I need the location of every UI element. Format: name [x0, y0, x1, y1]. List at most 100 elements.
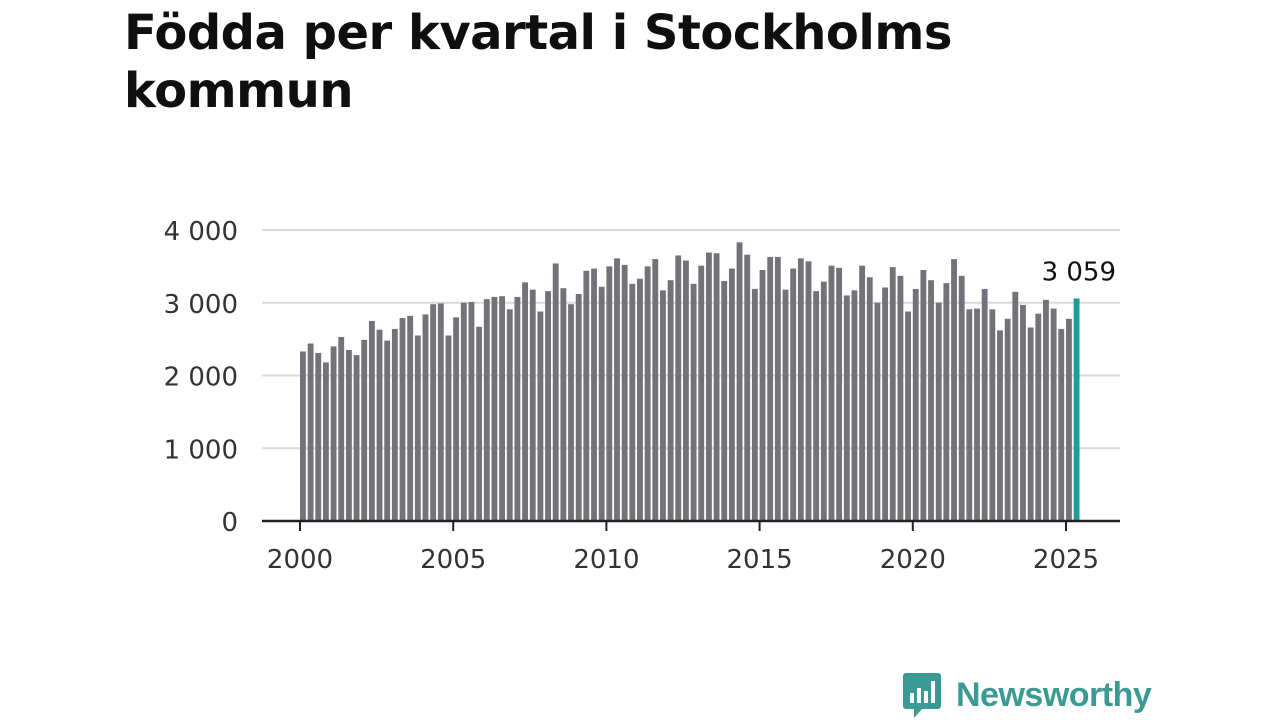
- x-axis-tick-labels: 2000 2005 2010 2015 2020 2025: [267, 545, 1099, 575]
- bar: [935, 302, 942, 521]
- bar: [1066, 318, 1072, 521]
- bar: [951, 259, 957, 521]
- bar: [506, 309, 513, 521]
- x-axis: [262, 519, 1120, 531]
- bar: [728, 268, 735, 521]
- bar: [882, 287, 889, 521]
- bar: [859, 265, 866, 521]
- newsworthy-logo-icon: [903, 673, 941, 718]
- chart-title: Födda per kvartal i Stockholms kommun: [124, 5, 952, 119]
- y-tick-label: 1 000: [164, 435, 238, 465]
- bar: [981, 288, 988, 521]
- bar: [445, 335, 452, 521]
- bar: [805, 261, 812, 521]
- bar: [368, 320, 375, 521]
- bar: [322, 362, 329, 521]
- bar: [721, 280, 728, 521]
- bar: [483, 299, 490, 521]
- x-tick-label: 2000: [267, 545, 333, 575]
- bar: [522, 282, 528, 521]
- bar: [744, 254, 751, 522]
- bar: [591, 268, 597, 521]
- bar: [928, 280, 934, 521]
- bar: [338, 336, 345, 521]
- bar: [797, 258, 804, 521]
- bar: [920, 270, 927, 521]
- x-tick-label: 2025: [1033, 545, 1099, 575]
- bar: [529, 289, 536, 521]
- bar: [675, 255, 682, 521]
- bar: [782, 289, 789, 521]
- bar: [376, 329, 383, 521]
- bar: [828, 265, 835, 521]
- bar: [759, 270, 766, 521]
- bar: [330, 346, 337, 521]
- y-tick-label: 4 000: [164, 217, 238, 247]
- y-axis-tick-labels: 0 1 000 2 000 3 000 4 000: [164, 217, 238, 538]
- y-tick-label: 3 000: [164, 290, 238, 320]
- bar: [767, 256, 774, 521]
- bar: [568, 304, 574, 521]
- bar: [1050, 308, 1057, 521]
- bar: [414, 335, 421, 521]
- bar: [897, 275, 904, 521]
- bar: [713, 253, 720, 521]
- bar: [1004, 318, 1011, 521]
- bar: [690, 283, 697, 521]
- bar: [705, 252, 712, 522]
- bar: [974, 308, 980, 521]
- bar: [315, 352, 322, 521]
- bar: [307, 343, 314, 521]
- bar: [621, 264, 628, 521]
- bar: [598, 286, 605, 521]
- bar: [453, 317, 460, 521]
- bar: [422, 314, 429, 521]
- bar: [499, 296, 506, 521]
- bar: [958, 275, 965, 521]
- newsworthy-logo: Newsworthy: [902, 670, 1152, 720]
- bar: [1043, 299, 1049, 521]
- bar: [644, 266, 651, 521]
- bar: [997, 330, 1003, 521]
- bar: [606, 266, 613, 521]
- bar: [361, 339, 368, 521]
- bar: [514, 296, 521, 521]
- bar: [345, 350, 352, 521]
- bar: [1020, 304, 1026, 521]
- bar: [966, 309, 973, 521]
- bar: [1035, 313, 1042, 521]
- bar: [629, 283, 636, 521]
- bar: [736, 242, 743, 521]
- bar: [637, 278, 643, 521]
- bar: [491, 296, 498, 521]
- x-tick-label: 2010: [573, 545, 639, 575]
- bar: [407, 315, 414, 521]
- y-tick-label: 2 000: [164, 363, 238, 393]
- bar: [391, 328, 398, 521]
- bar: [1027, 327, 1034, 521]
- bar: [866, 277, 873, 521]
- bar: [652, 259, 659, 521]
- bar: [667, 280, 674, 521]
- bar: [614, 258, 620, 521]
- bar: [698, 265, 705, 521]
- x-tick-label: 2020: [880, 545, 946, 575]
- bar: [813, 291, 820, 521]
- bar: [683, 260, 689, 521]
- bar: [751, 288, 758, 521]
- bar: [1058, 328, 1065, 521]
- bar: [560, 288, 567, 521]
- bar: [537, 311, 544, 521]
- bar-latest: [1073, 298, 1080, 521]
- bar: [820, 281, 827, 521]
- bar: [468, 302, 475, 521]
- latest-value-label: 3 059: [1042, 257, 1116, 287]
- x-tick-label: 2005: [420, 545, 486, 575]
- data-labels: 3 059: [1042, 257, 1116, 287]
- bar: [575, 294, 582, 521]
- bar: [905, 311, 911, 521]
- bar: [583, 270, 590, 521]
- bar: [300, 351, 306, 521]
- bar: [1012, 291, 1019, 521]
